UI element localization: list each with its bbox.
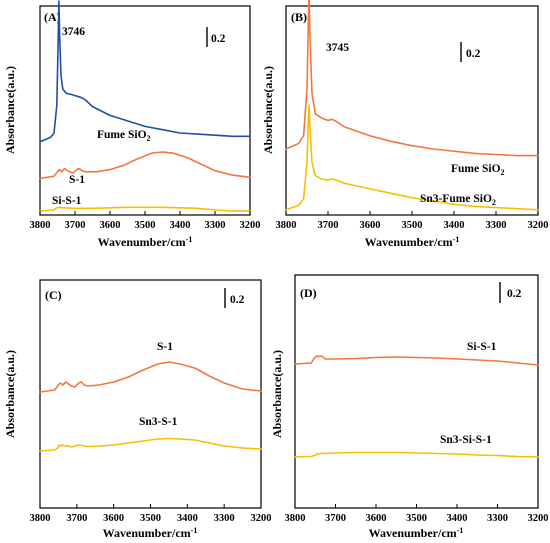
- panel-d: (D) 0.2 Si-S-1 Sn3-Si-S-1 3800 3700 3600 35…: [270, 274, 549, 540]
- series-label-a-s1: S-1: [69, 174, 85, 186]
- x-tick-label: 3500: [140, 513, 161, 524]
- y-axis-label-a: Absorbance(a.u.): [3, 66, 17, 154]
- x-tick-label: 3600: [100, 220, 121, 231]
- x-tick-label: 3600: [366, 513, 387, 524]
- panel-a-label: (A): [44, 10, 61, 24]
- series-line-fume-sio2: [285, 0, 539, 157]
- x-tick-label: 3200: [240, 220, 261, 231]
- series-line-s-1: [39, 361, 262, 393]
- x-ticks-b: 3800 3700 3600 3500 3400 3300 3200: [276, 211, 549, 231]
- series-label-d-sis1: Si-S-1: [467, 341, 497, 353]
- series-label-a-sis1: Si-S-1: [52, 195, 82, 207]
- series-line-si-s-1: [294, 355, 539, 366]
- x-ticks-d: 3800 3700 3600 3500 3400 3300 3200: [285, 504, 549, 524]
- peak-label-a: 3746: [62, 26, 85, 38]
- x-tick-label: 3400: [177, 513, 198, 524]
- y-axis-label-c: Absorbance(a.u.): [3, 350, 17, 438]
- series-label-a-fume: Fume SiO2: [97, 129, 151, 143]
- x-tick-label: 3500: [135, 220, 156, 231]
- x-tick-label: 3400: [170, 220, 191, 231]
- scale-bar-label-c: 0.2: [230, 294, 245, 306]
- x-tick-label: 3600: [103, 513, 124, 524]
- x-tick-label: 3200: [528, 513, 549, 524]
- series-label-b-sn3fume: Sn3-Fume SiO2: [420, 193, 496, 207]
- x-axis-label-c: Wavenumber/cm-1: [103, 526, 198, 540]
- series-line-si-s-1: [39, 206, 251, 212]
- x-ticks-c: 3800 3700 3600 3500 3400 3300 3200: [30, 504, 272, 524]
- series-label-d-sn3sis1: Sn3-Si-S-1: [440, 434, 492, 446]
- series-label-c-sn3s1: Sn3-S-1: [139, 416, 178, 428]
- x-ticks-a: 3800 3700 3600 3500 3400 3300 3200: [30, 211, 261, 231]
- panel-c-label: (C): [45, 288, 62, 302]
- x-axis-label-a: Wavenumber/cm-1: [98, 235, 193, 249]
- curves-b: [285, 0, 539, 211]
- peak-label-b: 3745: [326, 42, 349, 54]
- scale-bar-label-d: 0.2: [507, 288, 522, 300]
- panel-d-label: (D): [300, 286, 317, 300]
- panel-c: (C) 0.2 S-1 Sn3-S-1 3800 3700 3600 3500 3400…: [3, 279, 272, 540]
- panel-a: (A) 3746 0.2 Fume SiO2 S-1 Si-S-1 3800 37…: [3, 0, 261, 249]
- y-axis-label-d: Absorbance(a.u.): [270, 350, 284, 438]
- panel-b-label: (B): [291, 10, 307, 24]
- x-tick-label: 3700: [66, 513, 87, 524]
- x-tick-label: 3300: [205, 220, 226, 231]
- x-tick-label: 3800: [30, 220, 51, 231]
- x-tick-label: 3700: [325, 513, 346, 524]
- x-tick-label: 3300: [214, 513, 235, 524]
- x-tick-label: 3700: [318, 220, 339, 231]
- x-tick-label: 3300: [487, 513, 508, 524]
- series-line-fume-sio2: [39, 0, 251, 143]
- panel-d-frame: [294, 274, 539, 509]
- x-axis-label-d: Wavenumber/cm-1: [369, 526, 464, 540]
- panel-b: (B) 3745 0.2 Fume SiO2 Sn3-Fume SiO2 380…: [261, 0, 549, 249]
- curves-a: [39, 0, 251, 212]
- series-line-sn3-fume-sio2: [285, 104, 539, 211]
- scale-bar-label-b: 0.2: [466, 48, 481, 60]
- series-line-sn3-si-s-1: [294, 451, 539, 458]
- x-tick-label: 3400: [444, 220, 465, 231]
- series-label-b-fume: Fume SiO2: [451, 163, 505, 177]
- x-tick-label: 3200: [528, 220, 549, 231]
- x-tick-label: 3500: [406, 513, 427, 524]
- series-label-c-s1: S-1: [157, 341, 173, 353]
- x-tick-label: 3800: [285, 513, 306, 524]
- x-tick-label: 3700: [65, 220, 86, 231]
- series-line-sn3-s-1: [39, 437, 262, 452]
- panel-c-frame: [39, 279, 262, 509]
- panel-b-frame: [285, 5, 539, 216]
- x-tick-label: 3800: [30, 513, 51, 524]
- curves-d: [294, 355, 539, 458]
- x-axis-label-b: Wavenumber/cm-1: [365, 235, 460, 249]
- curves-c: [39, 361, 262, 452]
- x-tick-label: 3400: [447, 513, 468, 524]
- x-tick-label: 3800: [276, 220, 297, 231]
- x-tick-label: 3500: [402, 220, 423, 231]
- series-line-s-1: [39, 151, 251, 180]
- y-axis-label-b: Absorbance(a.u.): [261, 66, 275, 154]
- scale-bar-label-a: 0.2: [211, 33, 226, 45]
- x-tick-label: 3300: [486, 220, 507, 231]
- x-tick-label: 3600: [360, 220, 381, 231]
- x-tick-label: 3200: [251, 513, 272, 524]
